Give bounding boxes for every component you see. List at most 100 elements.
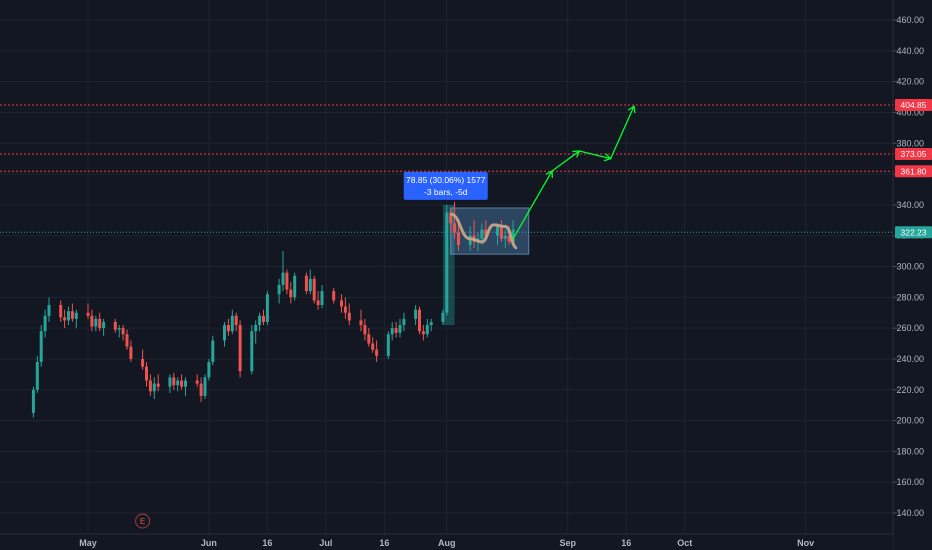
candle-body [211, 340, 215, 363]
candle-body [254, 325, 258, 332]
candle-body [148, 380, 152, 392]
price-level-badge [895, 98, 932, 111]
candle-body [195, 380, 199, 384]
earnings-event-marker[interactable]: E [135, 513, 151, 529]
candle-body [59, 305, 63, 318]
candle-body [386, 334, 390, 356]
candle-body [449, 212, 453, 224]
measure-callout-line2: -3 bars, -5d [424, 187, 468, 197]
candle-body [496, 226, 499, 236]
y-tick-label: 300.00 [896, 262, 924, 272]
candle-body [429, 321, 433, 326]
y-tick-label: 340.00 [896, 200, 924, 210]
candle-body [250, 331, 254, 372]
candle-body [234, 315, 238, 326]
y-tick-label: 140.00 [896, 508, 924, 518]
price-level-badge [895, 165, 932, 178]
x-tick-label: Jul [319, 538, 332, 548]
candle-body [47, 305, 51, 316]
candle-body [281, 272, 285, 285]
candle-body [367, 334, 371, 344]
candle-body [402, 318, 406, 326]
projection-arrow-line [512, 170, 553, 240]
candle-body [363, 325, 367, 335]
candle-body [312, 278, 316, 301]
price-axis-panel[interactable] [893, 0, 932, 550]
x-tick-label: May [79, 538, 97, 548]
x-tick-label: 16 [379, 538, 389, 548]
candle-body [304, 275, 308, 292]
candle-body [499, 226, 503, 239]
candle-body [265, 294, 269, 322]
candle-body [117, 328, 121, 330]
candle-body [394, 328, 398, 333]
measure-callout[interactable]: 78.85 (30.06%) 1577 -3 bars, -5d [403, 171, 488, 200]
candle-body [168, 377, 172, 387]
candle-body [421, 331, 425, 335]
candle-body [277, 284, 281, 295]
candle-body [113, 321, 117, 330]
x-tick-label: Nov [797, 538, 814, 548]
candle-body [238, 325, 242, 372]
projection-arrow-line [579, 150, 611, 160]
candle-body [94, 318, 98, 327]
y-tick-label: 260.00 [896, 323, 924, 333]
candle-body [320, 291, 324, 306]
y-tick-label: 400.00 [896, 107, 924, 117]
candle-body [289, 289, 293, 298]
event-circle [135, 513, 151, 529]
candle-body [152, 383, 156, 392]
candle-body [156, 383, 160, 387]
candle-body [63, 317, 67, 321]
candle-body [258, 315, 262, 326]
price-level-badge [895, 147, 932, 160]
projection-arrow-line [551, 150, 580, 172]
y-tick-label: 460.00 [896, 15, 924, 25]
candle-body [343, 306, 347, 313]
candle-body [199, 383, 203, 396]
y-tick-label: 420.00 [896, 77, 924, 87]
candle-body [74, 312, 78, 319]
time-axis: May Jun 16 Jul 16 Aug Sep 16 Oct Nov [79, 538, 814, 548]
projection-arrowhead [627, 105, 636, 114]
candle-body [180, 380, 184, 387]
x-tick-label: 16 [621, 538, 631, 548]
event-marker-label: E [140, 517, 145, 526]
candle-body [226, 325, 230, 332]
time-axis-panel[interactable] [0, 534, 893, 550]
candle-body [43, 315, 47, 332]
y-tick-label: 200.00 [896, 416, 924, 426]
candle-body [414, 309, 418, 319]
candle-body [39, 331, 43, 363]
candle-body [35, 362, 39, 390]
candle-body [121, 328, 125, 335]
candle-body [67, 311, 70, 321]
candle-body [125, 334, 129, 347]
y-tick-label: 440.00 [896, 46, 924, 56]
y-tick-label: 220.00 [896, 385, 924, 395]
candle-body [293, 275, 297, 298]
candle-body [457, 232, 460, 245]
candle-body [453, 223, 457, 233]
candle-body [230, 315, 234, 332]
candle-body [285, 272, 289, 290]
candle-body [480, 229, 484, 239]
candle-body [207, 362, 211, 378]
candle-body [141, 358, 145, 367]
candle-body [172, 377, 176, 386]
y-tick-label: 380.00 [896, 138, 924, 148]
last-price-badge [895, 226, 932, 239]
y-tick-label: 240.00 [896, 354, 924, 364]
candle-body [507, 235, 511, 242]
price-level-badge-label: 361.80 [901, 166, 927, 176]
candle-body [184, 380, 187, 387]
candle-body [441, 312, 445, 322]
candle-body [86, 312, 90, 316]
candle-body [468, 235, 472, 245]
x-tick-label: Jun [201, 538, 217, 548]
price-level-lines [0, 104, 893, 233]
candle-body [445, 212, 449, 313]
price-level-badge-label: 373.05 [901, 149, 927, 159]
